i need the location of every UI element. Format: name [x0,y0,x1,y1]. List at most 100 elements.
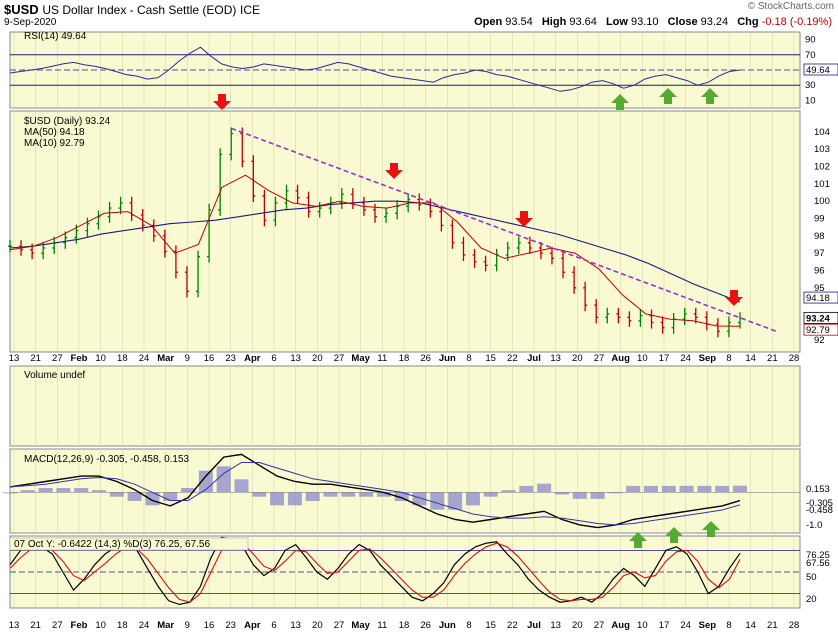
price-last-box [803,291,838,304]
macd-hist-bar [501,490,516,493]
price-last-box [803,323,838,336]
macd-hist-bar [608,492,623,494]
x-tick-label: 10 [95,620,106,631]
ma10-line [9,174,741,327]
x-tick-label: 8 [466,620,471,631]
price-tick-label: 102 [814,161,830,172]
chg-value: -0.18 (-0.19%) [761,16,832,28]
x-tick-label: 17 [659,353,670,364]
volume-legend: Volume undef [24,370,85,381]
x-tick-label: 13 [9,620,20,631]
x-tick-label: 10 [95,353,106,364]
high-label: High [541,16,567,28]
x-tick-label: 13 [290,353,301,364]
exchange: ICE [240,3,261,17]
macd-hist-bar [216,466,231,493]
up-arrow [659,88,677,104]
x-tick-label: 18 [399,353,410,364]
x-tick-label: 23 [225,353,236,364]
panel-price [9,110,801,353]
macd-tick-label: -0.458 [806,505,833,516]
x-tick-label: Jun [439,353,456,364]
x-tick-label: 17 [659,620,670,631]
x-tick-label: 26 [420,620,431,631]
price-legend: MA(50) 94.18 [24,127,85,138]
x-tick-label: 28 [789,620,800,631]
x-tick-label: 15 [485,353,496,364]
x-tick-label: 8 [466,353,471,364]
stoch-legend: 07 Oct Y: -0.6422 (14,3) %D(3) 76.25, 67… [14,539,210,550]
price-last-label: 92.79 [806,325,830,336]
macd-hist-bar [38,488,53,493]
price-last-box [803,311,838,324]
x-tick-label: Apr [244,353,261,364]
macd-hist-bar [697,485,712,493]
x-tick-label: 13 [290,620,301,631]
low-label: Low [605,16,628,28]
macd-hist-bar [181,488,196,493]
x-tick-label: 9 [185,353,190,364]
x-tick-label: 21 [767,353,778,364]
x-tick-label: 18 [399,620,410,631]
x-tick-label: 20 [572,353,583,364]
x-tick-label: 24 [680,353,691,364]
stoch-legend-bg [9,537,249,551]
macd-hist-bar [537,483,552,493]
macd-line [9,453,741,529]
down-arrow [515,211,533,227]
up-arrow [701,88,719,104]
macd-hist-bar [590,492,605,499]
x-tick-label: 10 [637,620,648,631]
x-tick-label: Feb [71,353,88,364]
macd-hist-bar [715,485,730,493]
macd-hist-bar [626,485,641,493]
x-tick-label: 11 [377,353,387,364]
x-tick-label: 13 [550,620,561,631]
macd-hist-bar [20,490,35,493]
macd-hist-bar [252,492,267,497]
macd-tick-label: 0.153 [806,484,830,495]
x-tick-label: 26 [420,353,431,364]
x-tick-label: 18 [117,353,128,364]
close-value: 93.24 [700,16,729,28]
macd-hist-bar [341,492,356,497]
up-arrow [611,94,629,110]
price-tick-label: 101 [814,179,830,190]
stoch-tick-label: 20 [806,594,817,605]
x-tick-label: 20 [312,620,323,631]
x-tick-label: 8 [726,620,731,631]
x-tick-label: 27 [52,620,63,631]
macd-hist-bar [109,492,124,497]
x-tick-label: 18 [117,620,128,631]
macd-hist-bar [465,492,480,506]
x-tick-label: Jul [527,620,541,631]
price-last-label: 93.24 [806,313,830,324]
macd-hist-bar [127,492,142,502]
x-tick-label: 27 [594,620,605,631]
x-tick-label: 24 [139,353,150,364]
stoch-tick-label: 67.56 [806,558,830,569]
x-tick-label: 20 [312,353,323,364]
macd-hist-bar [430,492,445,510]
x-tick-label: 27 [334,620,345,631]
rsi-tick-label: 10 [805,95,816,106]
macd-hist-bar [394,492,409,502]
price-tick-label: 98 [814,231,825,242]
macd-hist-bar [163,492,178,502]
macd-hist-bar [323,492,338,497]
macd-hist-bar [519,485,534,493]
x-tick-label: 27 [52,353,63,364]
x-tick-label: 24 [680,620,691,631]
rsi-line [9,46,741,92]
x-tick-label: 6 [271,620,276,631]
close-label: Close [667,16,698,28]
chart-header: $USD US Dollar Index - Cash Settle (EOD)… [0,0,838,30]
high-value: 93.64 [569,16,597,28]
x-tick-label: 11 [377,620,387,631]
x-tick-label: Aug [611,620,630,631]
macd-hist-bar [554,492,569,495]
ma50-line [9,200,741,303]
x-tick-label: Apr [244,620,261,631]
chg-label: Chg [737,16,759,28]
macd-legend: MACD(12,26,9) -0.305, -0.458, 0.153 [24,454,190,465]
